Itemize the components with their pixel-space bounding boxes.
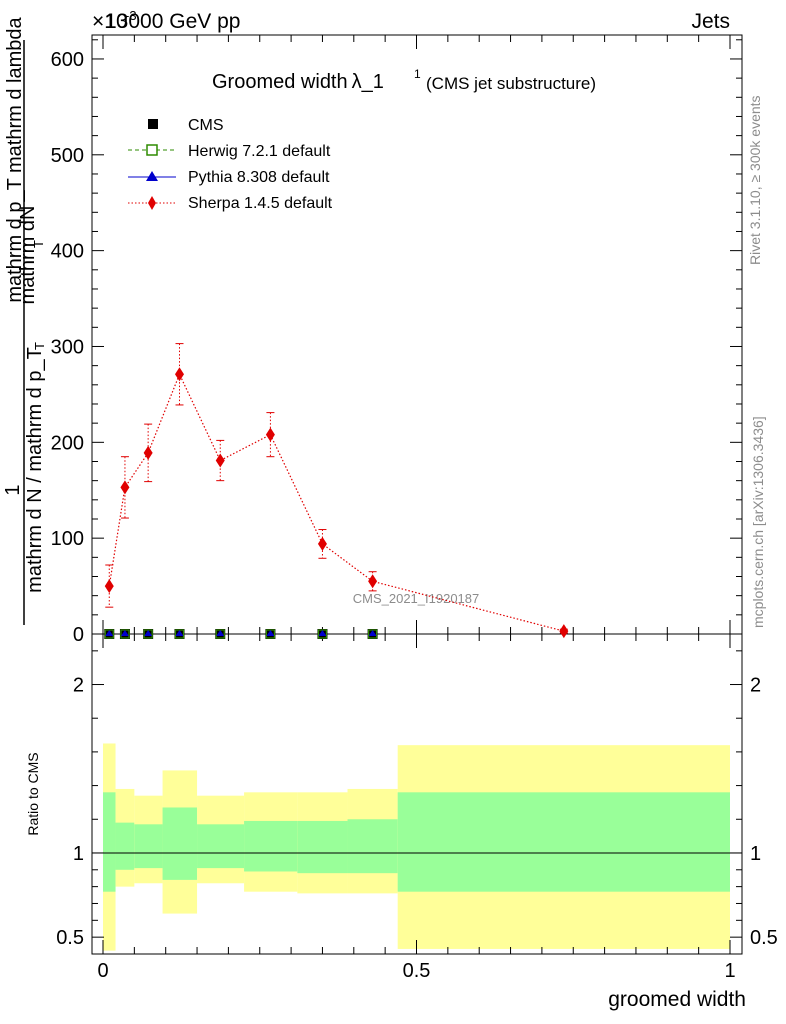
ratio-y-axis: 0.5 0.5 1 1 2 2 [56,650,778,949]
ratio-y-tick-label: 0.5 [56,927,84,949]
plot-title: Groomed width λ_1 [212,71,384,93]
ylabel-one: 1 [2,484,24,495]
x-tick-label: 0.5 [403,960,431,982]
ratio-y-tick-label: 1 [73,843,84,865]
sherpa-point [265,427,275,442]
title-superscript: 1 [414,67,421,81]
legend: CMS Herwig 7.2.1 default Pythia 8.308 de… [128,117,333,212]
title-main: Groomed width [212,71,348,93]
ratio-band-stat [162,807,198,880]
ratio-band-stat [397,792,730,892]
main-y-tick-label: 100 [51,528,84,550]
ratio-bands [103,743,730,951]
ratio-y-tick-label-right: 1 [750,843,761,865]
pythia-point [175,630,184,636]
main-y-axis: 0 100 200 300 400 500 600 [51,39,742,646]
legend-label-cms: CMS [188,117,224,134]
sherpa-point [120,480,130,495]
sherpa-point [559,624,569,639]
legend-label-sherpa: Sherpa 1.4.5 default [188,195,333,212]
x-axis-label: groomed width [608,988,746,1011]
x-axis: 0 0.5 1 [97,35,736,982]
ratio-y-tick-label-right: 0.5 [750,927,778,949]
sherpa-point [317,536,327,551]
x-tick-label: 0 [97,960,108,982]
sherpa-series [104,343,569,639]
ylabel-denominator-top: mathrm d p_T mathrm d lambda [4,16,26,302]
sherpa-point [368,574,378,589]
ratio-band-stat [347,819,398,874]
main-y-tick-label: 300 [51,336,84,358]
analysis-watermark: CMS_2021_I1920187 [353,591,480,606]
legend-label-herwig: Herwig 7.2.1 default [188,143,331,160]
main-y-tick-label: 600 [51,49,84,71]
ylabel-denominator-bottom: mathrm d N / mathrm d p_T [24,347,46,593]
ratio-band-stat [197,824,245,869]
pythia-point [266,630,275,636]
mcplots-label: mcplots.cern.ch [arXiv:1306.3436] [750,416,766,628]
sherpa-point [143,445,153,460]
title-symbol: λ_1 [352,71,384,93]
sherpa-point [104,579,114,594]
legend-marker-cms [148,119,158,129]
exponent-power: -3 [125,8,137,23]
title-note: (CMS jet substructure) [426,74,596,93]
legend-marker-sherpa [148,196,156,210]
legend-label-pythia: Pythia 8.308 default [188,169,330,186]
pythia-point [120,630,129,636]
main-y-tick-label: 0 [73,624,84,646]
ratio-y-label: Ratio to CMS [25,752,41,835]
exponent-label: ×10 [92,10,128,33]
ratio-band-stat [244,820,298,872]
legend-marker-pythia [146,171,158,181]
main-y-tick-label: 500 [51,145,84,167]
ratio-band-stat [103,792,116,892]
pythia-point [144,630,153,636]
sherpa-line [108,372,564,632]
ylabel-numerator: mathrm dN [17,206,39,305]
energy-label: 13000 GeV pp [105,10,240,33]
rivet-label: Rivet 3.1.10, ≥ 300k events [747,95,763,265]
legend-marker-herwig [146,144,158,156]
pythia-point [216,630,225,636]
category-label: Jets [691,10,730,33]
pythia-point [368,630,377,636]
pythia-point [105,630,114,636]
ratio-y-tick-label: 2 [73,675,84,697]
ratio-band-stat [115,822,135,870]
main-y-tick-label: 400 [51,241,84,263]
ylabel-denominator-sub: T [31,240,46,248]
main-y-label: mathrm dN mathrm d p_T mathrm d lambda T… [2,16,47,592]
ratio-y-tick-label-right: 2 [750,675,761,697]
ratio-band-stat [134,824,163,869]
ylabel-denominator-bottom-sub: T [32,342,47,350]
pythia-point [318,630,327,636]
ratio-band-stat [297,820,348,874]
sherpa-point [215,453,225,468]
sherpa-point [174,367,184,382]
x-tick-label: 1 [724,960,735,982]
zero-markers [104,629,378,639]
main-y-tick-label: 200 [51,432,84,454]
